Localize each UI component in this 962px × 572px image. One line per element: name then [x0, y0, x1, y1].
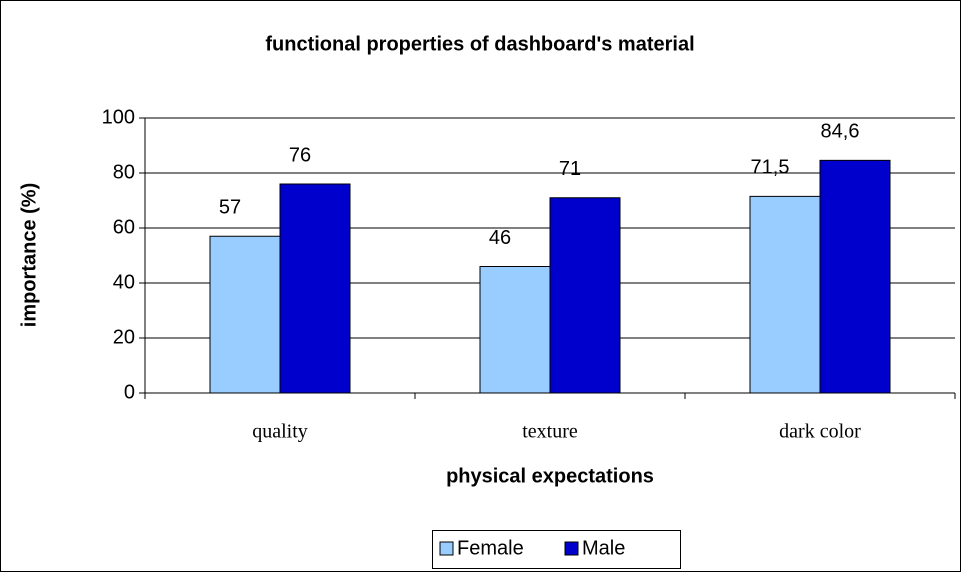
- data-label: 71,5: [751, 157, 790, 179]
- y-axis-title: importance (%): [18, 183, 40, 327]
- bar: [209, 235, 281, 394]
- bar: [549, 197, 621, 394]
- legend-label: Male: [582, 537, 625, 559]
- legend-label: Female: [457, 537, 524, 559]
- y-tick-label: 0: [124, 381, 135, 403]
- bar: [279, 183, 351, 394]
- data-label: 46: [489, 227, 511, 249]
- y-tick-label: 20: [113, 326, 135, 348]
- y-tick-label: 40: [113, 271, 135, 293]
- y-tick-label: 100: [102, 106, 135, 128]
- data-label: 57: [219, 197, 241, 219]
- data-label: 76: [289, 144, 311, 166]
- legend-swatch: [439, 541, 454, 556]
- x-axis-title: physical expectations: [446, 465, 654, 487]
- data-label: 71: [559, 158, 581, 180]
- legend-swatch: [564, 541, 579, 556]
- legend-box: [432, 530, 681, 569]
- y-tick-label: 80: [113, 161, 135, 183]
- x-tick-label: texture: [522, 421, 578, 443]
- data-label: 84,6: [821, 121, 860, 143]
- bar: [479, 266, 551, 394]
- bar: [819, 159, 891, 394]
- x-tick-label: quality: [252, 421, 308, 443]
- x-tick-label: dark color: [779, 421, 861, 443]
- chart-title: functional properties of dashboard's mat…: [265, 33, 694, 55]
- y-tick-label: 60: [113, 216, 135, 238]
- bar: [749, 195, 821, 394]
